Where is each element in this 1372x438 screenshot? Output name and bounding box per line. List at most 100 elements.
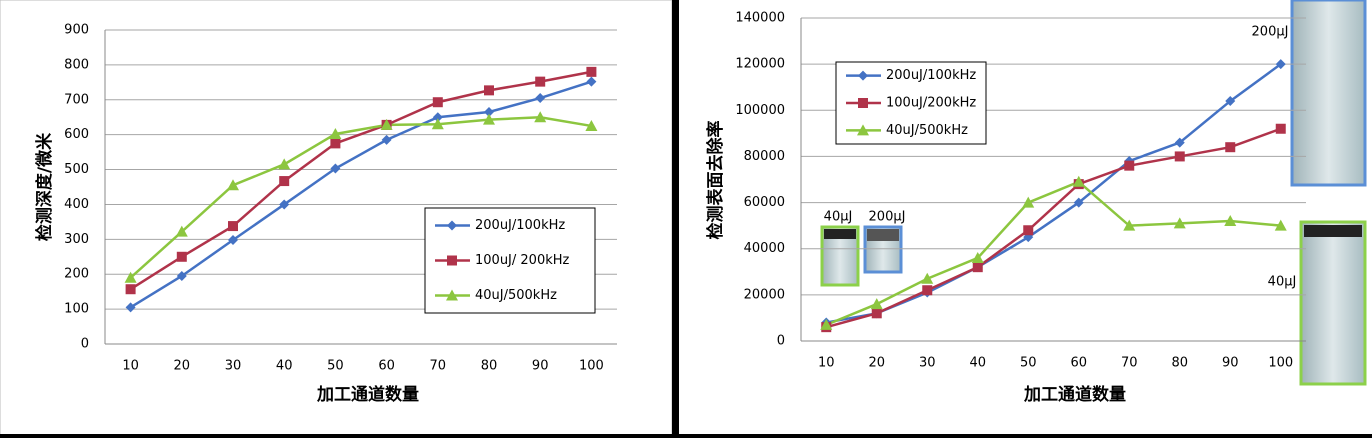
marker [124,271,137,283]
marker [1073,197,1084,208]
y-tick-label: 60000 [744,195,785,210]
divider [672,0,679,438]
x-tick-label: 60 [378,359,395,374]
y-tick-label: 100 [64,302,89,317]
photo-top [867,229,899,241]
marker [1124,160,1135,171]
y-tick-label: 600 [64,127,89,142]
x-tick-label: 70 [1121,356,1138,371]
marker [227,179,239,191]
y-tick-label: 0 [81,337,89,352]
y-tick-label: 140000 [735,11,785,26]
marker [484,85,494,96]
x-axis-title: 加工通道数量 [316,384,419,405]
marker [228,221,238,232]
marker [228,235,238,246]
marker [1225,142,1236,153]
x-tick-label: 30 [919,356,936,371]
marker [1072,175,1085,187]
marker [1022,196,1035,208]
photo-top [824,229,856,239]
annotation: 40μJ [1268,275,1297,290]
x-tick-label: 10 [818,356,835,371]
marker [1225,96,1236,107]
annotation: 200μJ [869,210,906,225]
marker [1275,59,1286,70]
series-line [825,180,1281,327]
series-line [129,115,592,279]
marker [279,199,290,210]
bottom-border [0,434,1372,438]
x-tick-label: 30 [225,359,242,374]
x-tick-label: 40 [276,359,293,374]
annotation: 200μJ [1252,25,1289,40]
x-tick-label: 60 [1070,356,1087,371]
marker [820,318,833,330]
x-tick-label: 80 [481,359,498,374]
y-tick-label: 500 [64,162,89,177]
marker [971,251,984,263]
x-tick-label: 20 [174,359,191,374]
x-tick-label: 100 [1268,356,1293,371]
marker [330,163,341,174]
marker [175,225,188,237]
y-tick-label: 120000 [735,57,785,72]
marker [585,119,598,131]
marker [381,134,392,145]
marker [534,111,547,123]
marker [431,118,444,130]
photo-top [1304,225,1362,237]
marker [432,112,443,123]
y-tick-label: 40000 [744,241,785,256]
y-tick-label: 400 [64,197,89,212]
marker [483,113,495,125]
marker [858,70,868,81]
x-tick-label: 90 [532,359,549,374]
x-tick-label: 80 [1171,356,1188,371]
marker [1023,225,1034,236]
series-line [129,70,592,291]
legend-label: 40uJ/500kHz [886,123,968,138]
annotation: 40μJ [824,210,853,225]
series-line [129,80,592,309]
x-tick-label: 50 [327,359,344,374]
legend-label: 200uJ/100kHz [886,68,976,83]
marker [972,262,983,273]
marker [125,284,136,295]
y-tick-label: 200 [64,267,89,282]
marker [1275,123,1286,134]
y-axis-title: 检测表面去除率 [705,121,726,240]
marker [432,97,443,108]
x-axis-title: 加工通道数量 [1023,384,1126,405]
marker [870,298,883,310]
marker [1224,215,1237,227]
x-tick-label: 100 [579,359,604,374]
x-tick-label: 10 [122,359,139,374]
marker [586,76,597,87]
y-tick-label: 800 [64,57,89,72]
marker [380,118,393,130]
x-tick-label: 20 [868,356,885,371]
legend-label: 40uJ/500kHz [475,288,557,303]
marker [447,220,457,231]
y-tick-label: 20000 [744,287,785,302]
legend-label: 200uJ/100kHz [475,218,565,233]
x-tick-label: 40 [969,356,986,371]
marker [858,98,868,108]
y-tick-label: 300 [64,232,89,247]
marker [447,255,457,266]
marker [279,176,290,187]
marker [1123,219,1136,231]
marker [535,93,546,104]
marker [857,124,869,136]
marker [446,289,458,301]
marker [278,158,291,170]
marker [330,138,341,149]
marker [1173,217,1186,229]
marker [329,127,342,139]
marker [176,270,187,281]
marker [484,106,494,117]
x-tick-label: 90 [1222,356,1239,371]
legend-label: 100uJ/200kHz [886,96,976,111]
